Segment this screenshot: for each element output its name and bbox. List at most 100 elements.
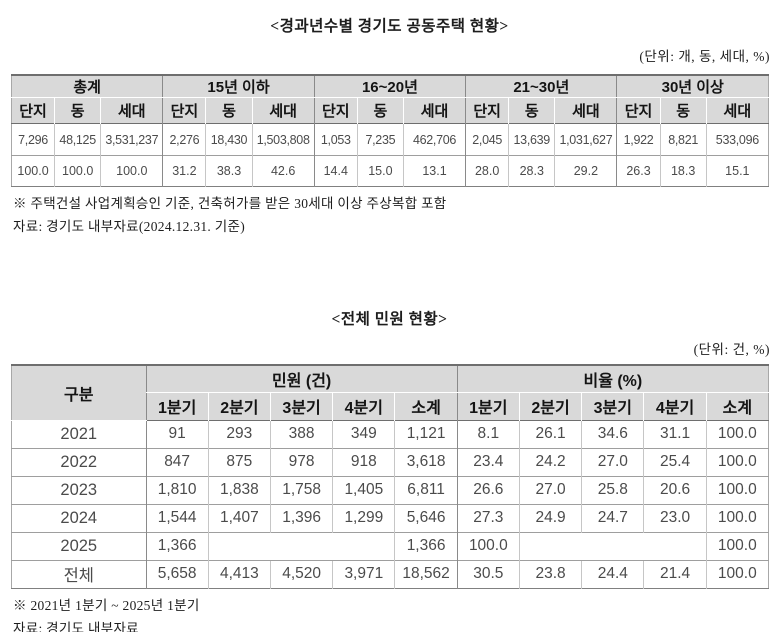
cell: 24.2 <box>518 447 582 476</box>
cell: 8.1 <box>456 419 520 448</box>
col-header: 2분기 <box>518 392 582 420</box>
table2-source: 자료: 경기도 내부자료 <box>13 620 139 632</box>
cell: 1,503,808 <box>251 123 315 156</box>
cell: 31.1 <box>643 419 707 448</box>
group-header-complaints: 민원 (건) <box>145 365 458 393</box>
col-header: 동 <box>356 97 404 124</box>
cell: 27.3 <box>456 503 520 532</box>
cell: 38.3 <box>205 155 253 187</box>
col-header: 단지 <box>162 97 206 124</box>
cell: 1,810 <box>145 475 209 504</box>
cell: 1,838 <box>207 475 271 504</box>
cell: 3,971 <box>332 559 395 588</box>
group-header-21to30: 21~30년 <box>465 75 617 98</box>
cell: 1,366 <box>145 531 209 560</box>
group-header-16to20: 16~20년 <box>313 75 466 98</box>
cell: 18,562 <box>394 559 458 588</box>
col-header: 세대 <box>251 97 315 124</box>
cell: 13,639 <box>508 123 555 156</box>
cell: 31.2 <box>162 155 206 187</box>
cell: 100.0 <box>705 531 769 560</box>
cell: 23.4 <box>456 447 520 476</box>
col-header: 단지 <box>465 97 509 124</box>
group-header-row: 총계 15년 이하 16~20년 21~30년 30년 이상 <box>11 75 769 98</box>
cell: 875 <box>207 447 271 476</box>
col-header: 세대 <box>100 97 163 124</box>
group-header-ratio: 비율 (%) <box>456 365 769 393</box>
col-header: 세대 <box>402 97 466 124</box>
sub-header-row: 1분기 2분기 3분기 4분기 소계 1분기 2분기 3분기 4분기 소계 <box>12 392 769 420</box>
cell: 18.3 <box>659 155 707 187</box>
cell: 26.6 <box>456 475 520 504</box>
cell: 25.4 <box>643 447 707 476</box>
col-header: 세대 <box>705 97 769 124</box>
col-header: 소계 <box>394 392 458 420</box>
col-header: 1분기 <box>456 392 520 420</box>
cell: 6,811 <box>394 475 458 504</box>
table-row-2021: 2021 91 293 388 349 1,121 8.1 26.1 34.6 … <box>11 419 769 448</box>
row-label: 2025 <box>11 531 147 560</box>
table-row-2022: 2022 847 875 978 918 3,618 23.4 24.2 27.… <box>11 447 769 476</box>
apartment-status-table: 총계 15년 이하 16~20년 21~30년 30년 이상 단지 동 세대 단… <box>11 74 769 187</box>
cell: 7,296 <box>11 123 55 156</box>
cell: 100.0 <box>11 155 55 187</box>
cell: 15.1 <box>705 155 769 187</box>
cell: 24.7 <box>581 503 644 532</box>
col-header-category: 구분 <box>11 365 147 421</box>
cell: 26.1 <box>518 419 582 448</box>
cell: 29.2 <box>554 155 617 187</box>
cell: 100.0 <box>100 155 163 187</box>
group-header-over30: 30년 이상 <box>616 75 769 98</box>
cell: 1,366 <box>394 531 458 560</box>
row-label: 2024 <box>11 503 147 532</box>
cell: 918 <box>332 447 395 476</box>
cell: 1,544 <box>145 503 209 532</box>
cell: 2,276 <box>162 123 206 156</box>
sub-header-row: 단지 동 세대 단지 동 세대 단지 동 세대 단지 동 세대 단지 동 세대 <box>11 97 769 124</box>
col-header: 세대 <box>554 97 617 124</box>
group-header-under15: 15년 이하 <box>162 75 315 98</box>
cell: 388 <box>269 419 333 448</box>
col-header: 단지 <box>616 97 661 124</box>
cell: 20.6 <box>643 475 707 504</box>
table1-source: 자료: 경기도 내부자료(2024.12.31. 기준) <box>13 219 246 234</box>
cell: 91 <box>145 419 209 448</box>
cell: 13.1 <box>402 155 466 187</box>
cell: 27.0 <box>518 475 582 504</box>
cell: 100.0 <box>705 559 769 588</box>
cell: 1,405 <box>332 475 395 504</box>
table2-unit-label: (단위: 건, %) <box>693 342 770 357</box>
col-header: 단지 <box>11 97 55 124</box>
table1-footnote: ※ 주택건설 사업계획승인 기준, 건축허가를 받은 30세대 이상 주상복합 … <box>13 196 447 211</box>
col-header: 4분기 <box>643 392 707 420</box>
col-header: 동 <box>205 97 253 124</box>
cell: 293 <box>207 419 271 448</box>
cell: 978 <box>269 447 333 476</box>
cell: 100.0 <box>705 503 769 532</box>
col-header: 1분기 <box>145 392 209 420</box>
table-row-2023: 2023 1,810 1,838 1,758 1,405 6,811 26.6 … <box>11 475 769 504</box>
row-label: 2023 <box>11 475 147 504</box>
cell: 30.5 <box>456 559 520 588</box>
cell: 18,430 <box>205 123 253 156</box>
col-header: 단지 <box>313 97 358 124</box>
cell: 24.4 <box>581 559 644 588</box>
col-header: 4분기 <box>332 392 395 420</box>
cell: 23.8 <box>518 559 582 588</box>
table-row-counts: 7,296 48,125 3,531,237 2,276 18,430 1,50… <box>11 123 769 156</box>
complaints-table: 구분 민원 (건) 비율 (%) 1분기 2분기 3분기 4분기 소계 1분기 … <box>11 364 769 589</box>
cell: 21.4 <box>643 559 707 588</box>
row-label: 2021 <box>11 419 147 448</box>
table-row-2025: 2025 1,366 1,366 100.0 100.0 <box>11 531 769 560</box>
col-header: 동 <box>54 97 101 124</box>
cell: 24.9 <box>518 503 582 532</box>
cell: 349 <box>332 419 395 448</box>
cell: 7,235 <box>356 123 404 156</box>
cell: 1,758 <box>269 475 333 504</box>
cell: 34.6 <box>581 419 644 448</box>
cell: 4,413 <box>207 559 271 588</box>
cell: 1,031,627 <box>554 123 617 156</box>
group-header-total: 총계 <box>11 75 163 98</box>
cell: 8,821 <box>659 123 707 156</box>
